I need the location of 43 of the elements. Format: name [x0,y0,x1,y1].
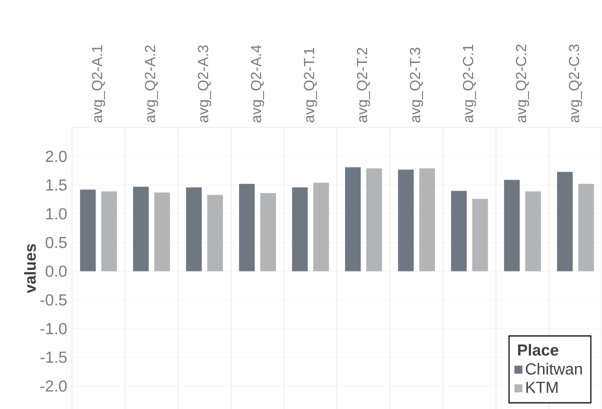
y-tick-label: 0.5 [46,236,67,248]
bar [186,187,202,272]
bar [504,180,520,272]
x-tick-label: avg_Q2-T.1 [304,48,318,122]
x-tick-label: avg_Q2-A.2 [144,45,158,122]
bar [80,190,96,272]
y-tick-label: 2.0 [46,150,67,162]
bar [345,167,361,272]
x-tick-label: avg_Q2-A.1 [92,45,106,122]
x-tick-label: avg_Q2-T.3 [410,48,424,122]
bar [207,194,223,272]
bar [366,168,382,272]
bar [292,187,308,272]
y-tick-label: -1.5 [40,352,67,363]
bar [398,170,414,272]
bar [419,168,435,272]
bar [101,191,117,272]
bar [133,186,149,272]
bar [557,172,573,272]
x-tick-label: avg_Q2-C.1 [462,44,476,122]
legend-label: KTM [526,382,558,393]
bar [451,190,467,272]
bar [154,192,170,272]
bar [472,198,488,272]
legend-title: Place [518,344,558,356]
x-tick-label: avg_Q2-A.4 [250,45,264,122]
bar [525,191,541,272]
y-tick-label: 1.5 [46,180,67,191]
y-tick-label: 0.0 [46,266,67,277]
bar [313,182,329,272]
bar [260,193,276,272]
y-tick-label: -1.0 [40,322,67,334]
y-tick-label: -0.5 [40,294,67,306]
x-tick-label: avg_Q2-T.2 [356,48,370,122]
bar [578,184,594,272]
x-tick-label: avg_Q2-C.3 [568,44,582,122]
y-tick-label: -2.0 [40,380,67,392]
y-axis-title: values [24,244,36,294]
x-tick-label: avg_Q2-C.2 [516,44,530,122]
x-tick-label: avg_Q2-A.3 [198,45,212,122]
legend-label: Chitwan [526,362,582,375]
bar [239,184,255,272]
y-tick-label: 1.0 [46,208,67,220]
